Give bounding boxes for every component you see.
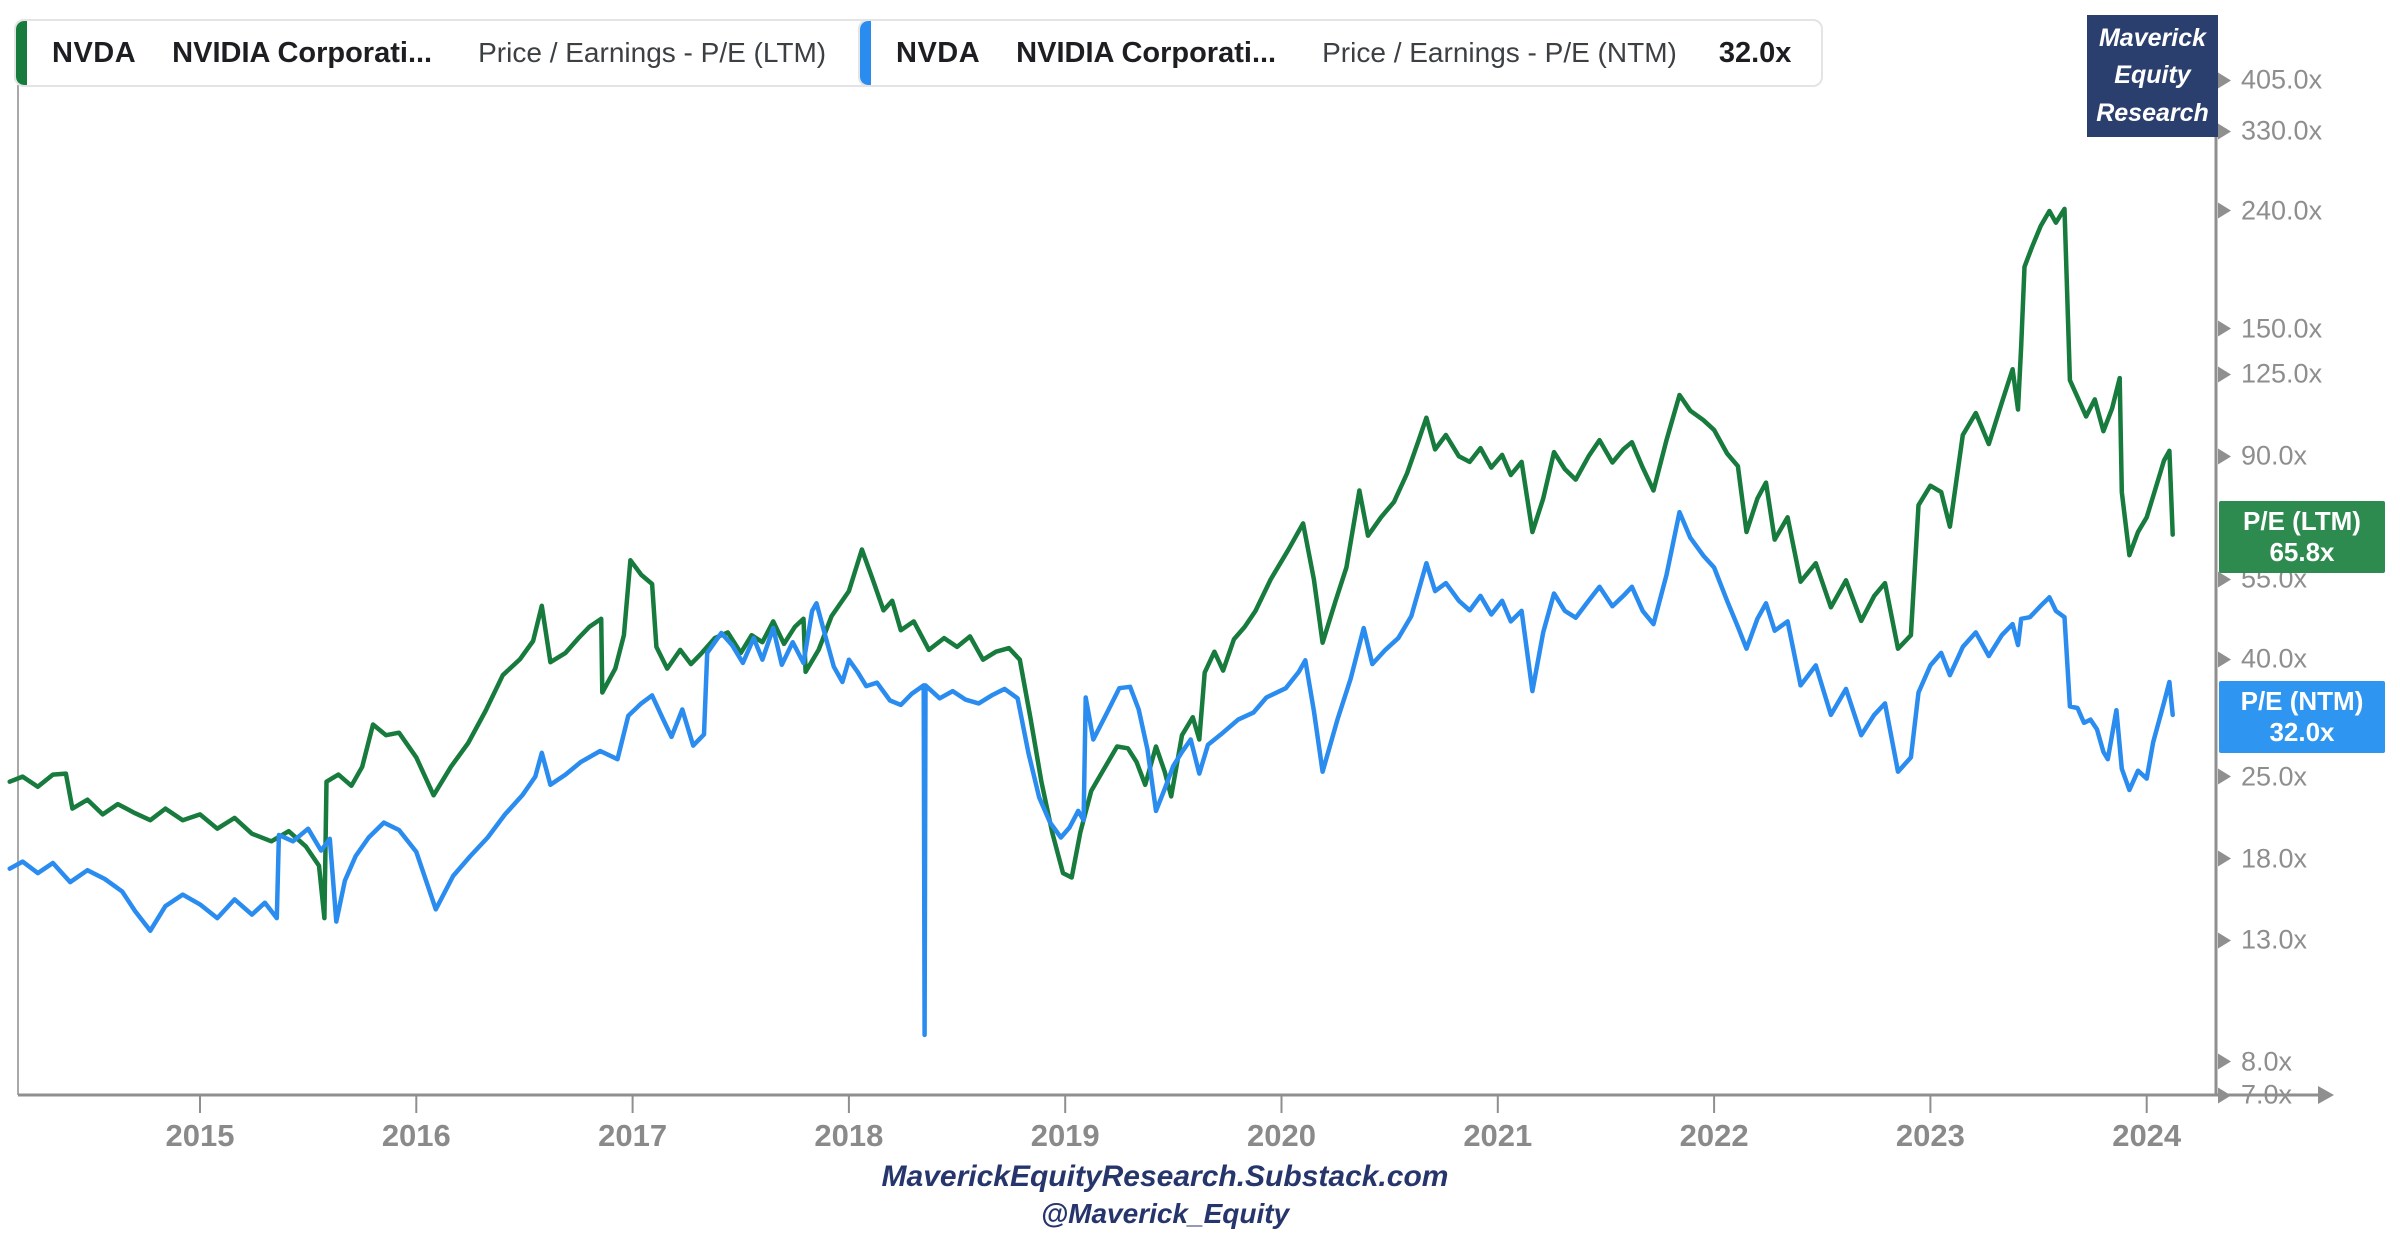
tick-arrow-icon xyxy=(2218,1053,2231,1070)
x-tick-label-2021: 2021 xyxy=(1463,1118,1533,1153)
price-tag-title: P/E (NTM) xyxy=(2240,685,2364,716)
y-tick-7.0x: 7.0x xyxy=(2218,1080,2292,1111)
price-tag-value: 32.0x xyxy=(2269,717,2335,748)
y-tick-label: 8.0x xyxy=(2241,1046,2293,1077)
y-tick-label: 18.0x xyxy=(2241,843,2308,874)
ltm-color-bar-icon xyxy=(16,21,27,85)
y-tick-40.0x: 40.0x xyxy=(2218,644,2307,675)
x-tick-label-2016: 2016 xyxy=(381,1118,451,1153)
price-tag-value: 65.8x xyxy=(2269,536,2335,567)
y-tick-25.0x: 25.0x xyxy=(2218,761,2307,792)
y-tick-330.0x: 330.0x xyxy=(2218,116,2322,147)
ticker-symbol: NVDA xyxy=(896,36,981,69)
metric-name: Price / Earnings - P/E (NTM) xyxy=(1322,37,1677,68)
y-tick-label: 405.0x xyxy=(2241,64,2323,95)
y-tick-405.0x: 405.0x xyxy=(2218,65,2322,96)
y-tick-240.0x: 240.0x xyxy=(2218,195,2322,226)
tick-arrow-icon xyxy=(2218,448,2231,465)
tick-arrow-icon xyxy=(2218,932,2231,949)
ntm-color-bar-icon xyxy=(860,21,871,85)
y-tick-label: 40.0x xyxy=(2241,643,2308,674)
metric-name: Price / Earnings - P/E (LTM) xyxy=(478,37,827,68)
y-tick-18.0x: 18.0x xyxy=(2218,843,2307,874)
x-tick-label-2020: 2020 xyxy=(1247,1118,1316,1153)
tick-arrow-icon xyxy=(2218,850,2231,867)
y-tick-8.0x: 8.0x xyxy=(2218,1046,2292,1077)
footer: MaverickEquityResearch.Substack.com @Mav… xyxy=(0,1160,2330,1230)
tick-arrow-icon xyxy=(2218,1087,2231,1103)
tick-arrow-icon xyxy=(2218,202,2231,219)
tick-arrow-icon xyxy=(2218,72,2231,89)
price-tag-ntm[interactable]: P/E (NTM) 32.0x xyxy=(2219,680,2385,754)
y-tick-label: 125.0x xyxy=(2241,358,2323,389)
x-tick-label-2018: 2018 xyxy=(814,1118,884,1153)
tick-arrow-icon xyxy=(2218,768,2231,785)
x-axis-arrow-icon xyxy=(2318,1086,2334,1104)
x-tick-label-2019: 2019 xyxy=(1030,1118,1100,1153)
y-tick-90.0x: 90.0x xyxy=(2218,441,2307,472)
watermark-line: Research xyxy=(2096,98,2209,127)
x-tick-label-2022: 2022 xyxy=(1679,1118,1749,1153)
tick-arrow-icon xyxy=(2218,366,2231,383)
y-tick-label: 240.0x xyxy=(2241,195,2323,226)
legend-pe-ltm[interactable]: NVDA NVIDIA Corporati... Price / Earning… xyxy=(14,19,973,87)
price-tag-ltm[interactable]: P/E (LTM) 65.8x xyxy=(2219,500,2385,573)
y-tick-13.0x: 13.0x xyxy=(2218,925,2307,956)
x-tick-label-2017: 2017 xyxy=(598,1118,668,1153)
company-name: NVIDIA Corporati... xyxy=(172,36,433,69)
y-tick-label: 13.0x xyxy=(2241,924,2308,955)
company-name: NVIDIA Corporati... xyxy=(1016,36,1277,69)
tick-arrow-icon xyxy=(2218,320,2231,337)
y-tick-125.0x: 125.0x xyxy=(2218,359,2322,390)
y-tick-label: 7.0x xyxy=(2241,1079,2293,1110)
substack-url: MaverickEquityResearch.Substack.com xyxy=(881,1160,1449,1193)
x-tick-label-2024: 2024 xyxy=(2112,1118,2182,1153)
x-tick-label-2023: 2023 xyxy=(1895,1118,1965,1153)
y-tick-label: 330.0x xyxy=(2241,115,2323,146)
watermark-line: Maverick xyxy=(2098,23,2207,52)
y-tick-label: 90.0x xyxy=(2241,440,2308,471)
ntm-series-line xyxy=(7,509,2175,1038)
ltm-series-line xyxy=(7,206,2175,921)
tick-arrow-icon xyxy=(2218,651,2231,668)
legend-pe-ntm[interactable]: NVDA NVIDIA Corporati... Price / Earning… xyxy=(858,19,1824,87)
y-tick-150.0x: 150.0x xyxy=(2218,313,2322,344)
tick-arrow-icon xyxy=(2218,571,2231,588)
ticker-symbol: NVDA xyxy=(52,36,137,69)
price-tag-title: P/E (LTM) xyxy=(2243,505,2361,536)
twitter-handle: @Maverick_Equity xyxy=(1040,1198,1290,1229)
metric-value: 32.0x xyxy=(1718,36,1792,69)
y-tick-label: 150.0x xyxy=(2241,313,2323,343)
watermark-line: Equity xyxy=(2114,61,2191,90)
maverick-watermark: Maverick Equity Research xyxy=(2087,15,2218,137)
x-tick-label-2015: 2015 xyxy=(165,1118,235,1153)
y-tick-label: 25.0x xyxy=(2241,761,2308,792)
tick-arrow-icon xyxy=(2218,123,2231,140)
